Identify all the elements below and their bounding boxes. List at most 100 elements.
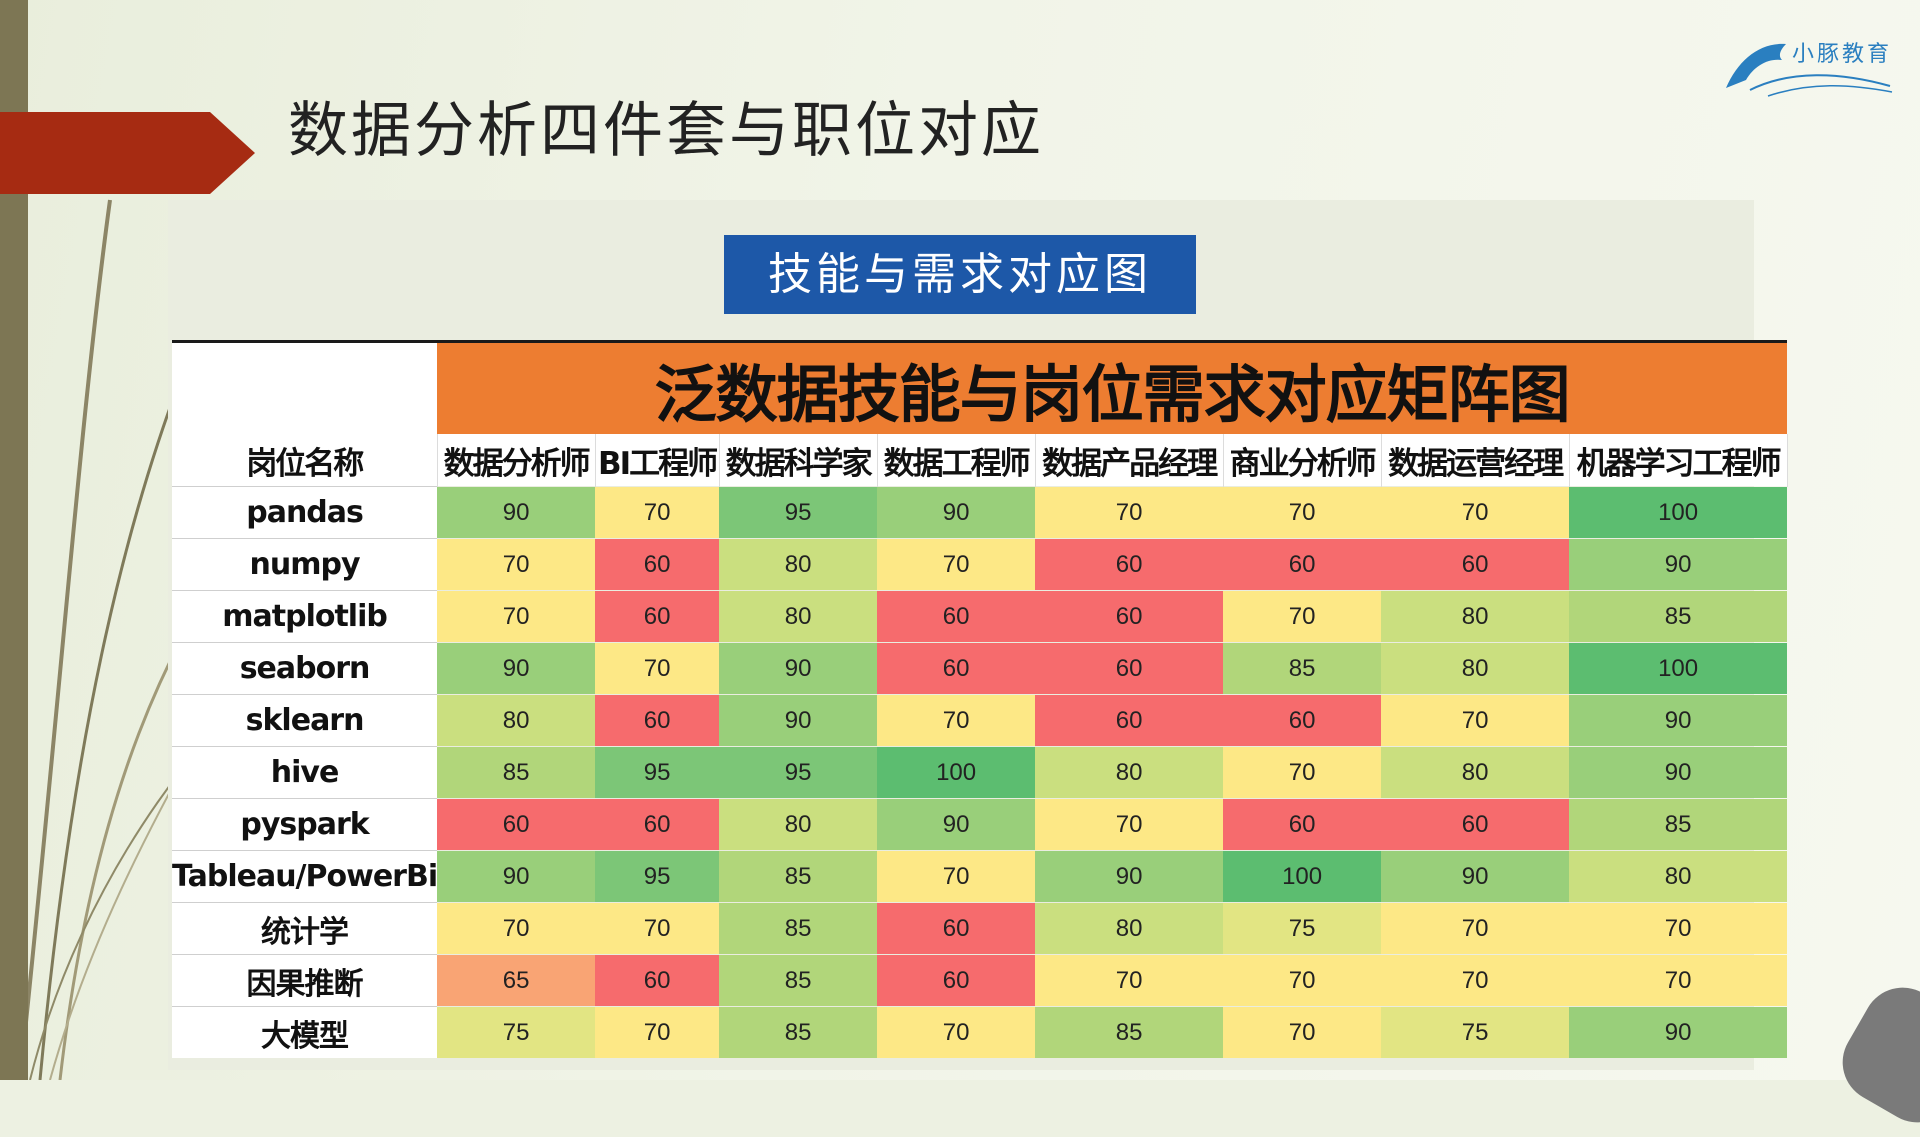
table-row: 因果推断 65 60 85 60 70 70 70 70 xyxy=(172,954,1788,1007)
table-row: pandas 90 70 95 90 70 70 70 100 xyxy=(172,486,1788,539)
table-row: pyspark 60 60 80 90 70 60 60 85 xyxy=(172,798,1788,851)
score-cell: 90 xyxy=(1035,850,1224,903)
table-row: Tableau/PowerBi 90 95 85 70 90 100 90 80 xyxy=(172,850,1788,903)
score-cell: 70 xyxy=(595,902,720,955)
skill-label: 统计学 xyxy=(172,902,438,955)
score-cell: 85 xyxy=(719,850,878,903)
score-cell: 90 xyxy=(719,694,878,747)
score-cell: 60 xyxy=(877,954,1036,1007)
score-cell: 60 xyxy=(595,798,720,851)
score-cell: 90 xyxy=(1381,850,1570,903)
score-cell: 70 xyxy=(1569,902,1788,955)
score-cell: 85 xyxy=(1569,798,1788,851)
score-cell: 70 xyxy=(1381,694,1570,747)
score-cell: 60 xyxy=(1035,642,1224,695)
score-cell: 65 xyxy=(437,954,596,1007)
score-cell: 90 xyxy=(437,642,596,695)
score-cell: 60 xyxy=(1381,538,1570,591)
score-cell: 75 xyxy=(437,1006,596,1058)
score-cell: 70 xyxy=(1381,954,1570,1007)
table-top-border xyxy=(172,340,1788,343)
title-arrow-shape xyxy=(0,112,255,194)
score-cell: 80 xyxy=(1035,902,1224,955)
skill-label: Tableau/PowerBi xyxy=(172,850,438,903)
table-row: 统计学 70 70 85 60 80 75 70 70 xyxy=(172,902,1788,955)
score-cell: 70 xyxy=(1223,590,1382,643)
score-cell: 70 xyxy=(437,590,596,643)
table-row: hive 85 95 95 100 80 70 80 90 xyxy=(172,746,1788,799)
table-row: seaborn 90 70 90 60 60 85 80 100 xyxy=(172,642,1788,695)
skill-label: 大模型 xyxy=(172,1006,438,1058)
score-cell: 90 xyxy=(719,642,878,695)
score-cell: 80 xyxy=(719,538,878,591)
skill-label: hive xyxy=(172,746,438,799)
column-header: 数据工程师 xyxy=(877,434,1036,487)
score-cell: 60 xyxy=(595,954,720,1007)
score-cell: 80 xyxy=(1381,590,1570,643)
score-cell: 90 xyxy=(877,486,1036,539)
skill-label: numpy xyxy=(172,538,438,591)
score-cell: 85 xyxy=(719,1006,878,1058)
dolphin-logo-icon xyxy=(1726,43,1893,97)
skill-matrix-table: 泛数据技能与岗位需求对应矩阵图 岗位名称 数据分析师 BI工程师 数据科学家 数据工程… xyxy=(172,340,1788,1058)
score-cell: 70 xyxy=(1381,902,1570,955)
score-cell: 80 xyxy=(1381,642,1570,695)
score-cell: 80 xyxy=(1569,850,1788,903)
score-cell: 60 xyxy=(1223,798,1382,851)
score-cell: 85 xyxy=(437,746,596,799)
score-cell: 70 xyxy=(1035,798,1224,851)
score-cell: 85 xyxy=(1569,590,1788,643)
score-cell: 100 xyxy=(877,746,1036,799)
skill-label: sklearn xyxy=(172,694,438,747)
score-cell: 80 xyxy=(1035,746,1224,799)
corner-blank-cell xyxy=(172,343,438,434)
column-header: 数据产品经理 xyxy=(1035,434,1224,487)
score-cell: 80 xyxy=(1381,746,1570,799)
table-row: sklearn 80 60 90 70 60 60 70 90 xyxy=(172,694,1788,747)
score-cell: 60 xyxy=(877,902,1036,955)
skill-label: pyspark xyxy=(172,798,438,851)
score-cell: 90 xyxy=(1569,694,1788,747)
score-cell: 90 xyxy=(437,850,596,903)
score-cell: 60 xyxy=(595,694,720,747)
score-cell: 70 xyxy=(1035,486,1224,539)
score-cell: 90 xyxy=(437,486,596,539)
column-header: 机器学习工程师 xyxy=(1569,434,1788,487)
score-cell: 75 xyxy=(1223,902,1382,955)
score-cell: 95 xyxy=(719,746,878,799)
page-title: 数据分析四件套与职位对应 xyxy=(288,96,1044,166)
matrix-banner-title: 泛数据技能与岗位需求对应矩阵图 xyxy=(437,343,1788,434)
score-cell: 60 xyxy=(437,798,596,851)
score-cell: 85 xyxy=(719,954,878,1007)
corner-header: 岗位名称 xyxy=(172,434,438,487)
score-cell: 75 xyxy=(1381,1006,1570,1058)
score-cell: 70 xyxy=(1381,486,1570,539)
score-cell: 70 xyxy=(877,538,1036,591)
table-row: numpy 70 60 80 70 60 60 60 90 xyxy=(172,538,1788,591)
score-cell: 60 xyxy=(1035,694,1224,747)
score-cell: 100 xyxy=(1223,850,1382,903)
score-cell: 70 xyxy=(437,538,596,591)
score-cell: 90 xyxy=(1569,538,1788,591)
score-cell: 90 xyxy=(877,798,1036,851)
score-cell: 70 xyxy=(1223,486,1382,539)
header-row: 岗位名称 数据分析师 BI工程师 数据科学家 数据工程师 数据产品经理 商业分析师 数据运营… xyxy=(172,434,1788,487)
skill-label: seaborn xyxy=(172,642,438,695)
grass-decoration xyxy=(18,199,361,1080)
logo-text: 小豚教育 xyxy=(1792,42,1893,67)
score-cell: 70 xyxy=(595,1006,720,1058)
subtitle-banner: 技能与需求对应图 xyxy=(724,235,1196,314)
table-row: matplotlib 70 60 80 60 60 70 80 85 xyxy=(172,590,1788,643)
score-cell: 90 xyxy=(1569,1006,1788,1058)
score-cell: 70 xyxy=(1035,954,1224,1007)
score-cell: 60 xyxy=(877,642,1036,695)
score-cell: 95 xyxy=(719,486,878,539)
column-header: 商业分析师 xyxy=(1223,434,1382,487)
score-cell: 60 xyxy=(877,590,1036,643)
column-header: 数据分析师 xyxy=(437,434,596,487)
score-cell: 60 xyxy=(1223,538,1382,591)
score-cell: 70 xyxy=(595,642,720,695)
score-cell: 60 xyxy=(1035,590,1224,643)
score-cell: 70 xyxy=(877,850,1036,903)
table-row: 大模型 75 70 85 70 85 70 75 90 xyxy=(172,1006,1788,1058)
